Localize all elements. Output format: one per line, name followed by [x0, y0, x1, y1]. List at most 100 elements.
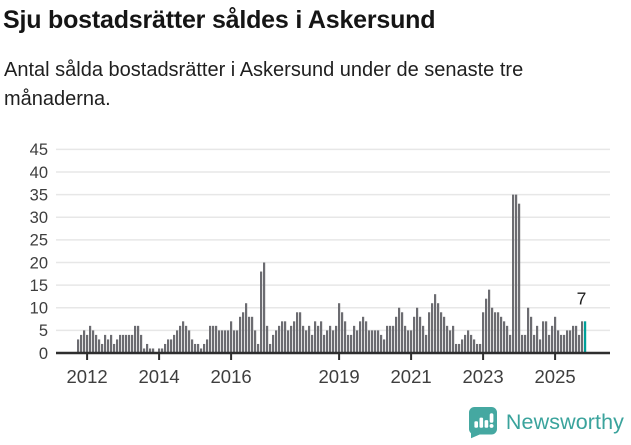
bar	[329, 325, 332, 353]
bar-chart: 0 5 10 15 20 25 30 35 40 45 2012 2014 2016 2019 2021 20…	[0, 141, 631, 396]
bar	[365, 321, 368, 353]
bar	[485, 298, 488, 353]
bar	[509, 334, 512, 353]
bar	[521, 334, 524, 353]
bar	[335, 325, 338, 353]
bar	[542, 321, 545, 353]
y-axis-label: 5	[39, 322, 48, 340]
bar	[308, 325, 311, 353]
bar	[326, 330, 329, 353]
bar	[560, 334, 563, 353]
bar	[581, 321, 584, 353]
bar	[107, 339, 110, 353]
bar	[572, 325, 575, 353]
y-axis-label: 20	[30, 254, 48, 272]
bar	[182, 321, 185, 353]
bar	[164, 343, 167, 353]
bar	[338, 303, 341, 353]
highlighted-bar	[584, 321, 587, 353]
bar	[578, 334, 581, 353]
bar	[320, 321, 323, 353]
bar	[452, 325, 455, 353]
bar	[185, 325, 188, 353]
x-axis-label: 2012	[67, 366, 108, 387]
bar	[341, 312, 344, 353]
x-axis-label: 2023	[463, 366, 504, 387]
bar	[419, 316, 422, 353]
bar	[434, 294, 437, 353]
bar	[437, 303, 440, 353]
y-axis-label: 45	[30, 141, 48, 159]
x-axis-label: 2016	[211, 366, 252, 387]
bar	[281, 321, 284, 353]
bar	[77, 339, 80, 353]
bar	[233, 330, 236, 353]
bar	[533, 334, 536, 353]
bar	[440, 312, 443, 353]
bar	[209, 325, 212, 353]
bar	[245, 303, 248, 353]
bar	[467, 330, 470, 353]
bar	[263, 262, 266, 353]
y-axis-label: 10	[30, 300, 48, 318]
bar	[401, 312, 404, 353]
bar	[221, 330, 224, 353]
bar	[104, 334, 107, 353]
bar	[518, 203, 521, 353]
bar	[110, 334, 113, 353]
bar	[524, 334, 527, 353]
bar	[293, 321, 296, 353]
bar	[173, 334, 176, 353]
bar	[128, 334, 131, 353]
bar	[236, 330, 239, 353]
bar	[473, 339, 476, 353]
bar	[278, 325, 281, 353]
bar	[86, 334, 89, 353]
bar	[413, 316, 416, 353]
bar	[500, 316, 503, 353]
newsworthy-logo[interactable]: Newsworthy	[468, 406, 624, 439]
bar	[344, 321, 347, 353]
bar	[254, 330, 257, 353]
bar	[227, 330, 230, 353]
bar	[512, 194, 515, 353]
bar	[92, 330, 95, 353]
bar	[554, 316, 557, 353]
bar	[152, 348, 155, 353]
bar	[386, 325, 389, 353]
bar	[428, 312, 431, 353]
y-axis-label: 40	[30, 164, 48, 182]
bar	[80, 334, 83, 353]
x-axis-label: 2025	[535, 366, 576, 387]
bar	[389, 325, 392, 353]
bar	[470, 334, 473, 353]
bar	[551, 325, 554, 353]
bar	[431, 303, 434, 353]
bar	[569, 330, 572, 353]
bar	[350, 334, 353, 353]
bar	[488, 289, 491, 353]
bar	[290, 325, 293, 353]
bar	[224, 330, 227, 353]
bar	[95, 334, 98, 353]
bar	[101, 343, 104, 353]
bar	[557, 330, 560, 353]
bar	[161, 348, 164, 353]
bar	[122, 334, 125, 353]
bar	[548, 334, 551, 353]
page-title: Sju bostadsrätter såldes i Askersund	[3, 6, 436, 34]
bar	[296, 312, 299, 353]
bar	[116, 339, 119, 353]
bar	[332, 330, 335, 353]
bar	[143, 348, 146, 353]
bar	[449, 330, 452, 353]
x-axis-label: 2014	[139, 366, 180, 387]
bar	[272, 334, 275, 353]
bar	[188, 330, 191, 353]
bar	[197, 343, 200, 353]
bar	[257, 343, 260, 353]
bar	[539, 339, 542, 353]
bar	[536, 325, 539, 353]
bar	[311, 334, 314, 353]
